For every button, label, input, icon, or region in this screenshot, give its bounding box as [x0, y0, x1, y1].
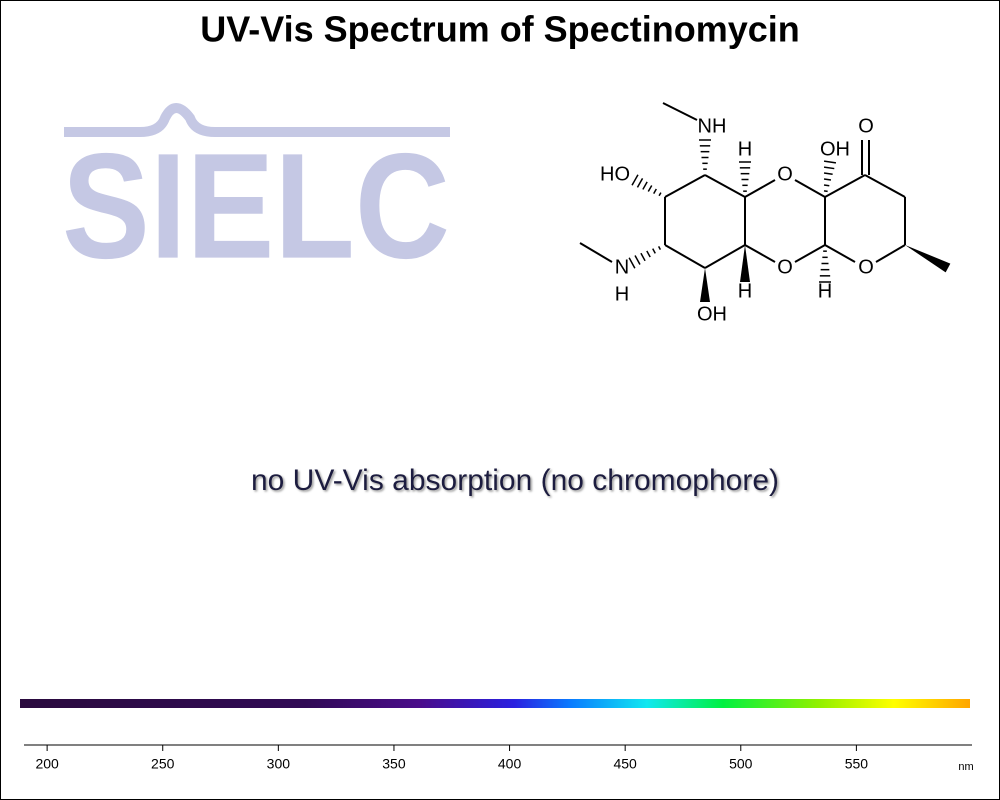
logo-swoosh	[64, 103, 450, 137]
hash-bond	[628, 257, 636, 269]
wedge-bond	[740, 245, 750, 282]
hash-bond	[657, 246, 662, 250]
x-axis-label: nm	[958, 761, 973, 773]
bond	[824, 174, 866, 198]
atom-label: H	[818, 280, 832, 302]
hash-bond	[652, 248, 656, 254]
bond	[875, 244, 906, 263]
hash-bond	[823, 190, 828, 193]
atom-label: O	[858, 115, 874, 137]
hash-bond	[823, 166, 835, 170]
x-tick-label: 400	[498, 756, 522, 772]
atom-label: OH	[697, 303, 727, 325]
bond	[794, 179, 826, 198]
bond	[662, 102, 698, 121]
hash-bond	[823, 172, 833, 176]
hash-bond	[642, 181, 648, 190]
atom-label: H	[615, 283, 629, 305]
hash-bond	[653, 188, 657, 195]
hash-bond	[823, 160, 837, 164]
atom-label: O	[777, 256, 793, 278]
bond	[864, 174, 906, 198]
x-tick-label: 500	[729, 756, 753, 772]
x-tick-label: 450	[613, 756, 637, 772]
spectrum-bar	[20, 699, 970, 708]
bond	[664, 244, 706, 269]
hash-bond	[647, 185, 653, 192]
bond	[704, 174, 746, 198]
wedge-bond	[700, 268, 710, 302]
atom-label: O	[858, 256, 874, 278]
bond	[824, 244, 856, 263]
hash-bond	[636, 177, 644, 188]
hash-bond	[658, 192, 662, 197]
bond	[744, 244, 776, 263]
atom-label: HO	[600, 163, 630, 185]
x-tick-label: 200	[35, 756, 59, 772]
hash-bond	[634, 255, 641, 265]
logo-text: SIELC	[62, 122, 450, 290]
bond	[794, 244, 826, 263]
x-tick-label: 250	[151, 756, 175, 772]
wedge-bond	[905, 245, 951, 273]
x-tick-label: 550	[845, 756, 869, 772]
atom-label: OH	[820, 138, 850, 160]
atom-label: H	[738, 280, 752, 302]
atom-label: NH	[698, 115, 727, 137]
bond	[744, 179, 776, 198]
x-tick-label: 350	[382, 756, 406, 772]
hash-bond	[646, 250, 651, 258]
hash-bond	[823, 184, 830, 187]
chart-title: UV-Vis Spectrum of Spectinomycin	[200, 9, 799, 50]
bond	[704, 244, 746, 269]
x-tick-label: 300	[267, 756, 291, 772]
bond	[664, 174, 706, 198]
hash-bond	[823, 178, 832, 181]
hash-bond	[640, 252, 646, 262]
logo: SIELC	[62, 103, 450, 290]
hash-bond	[631, 174, 639, 186]
atom-label: H	[738, 138, 752, 160]
annotation: no UV-Vis absorption (no chromophore)	[251, 464, 779, 497]
atom-label: N	[615, 256, 629, 278]
bond	[579, 242, 613, 263]
atom-label: O	[777, 163, 793, 185]
